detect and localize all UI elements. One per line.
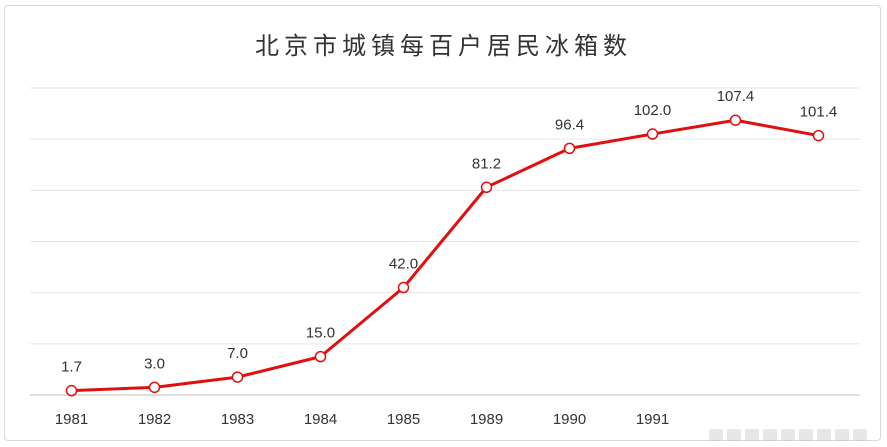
chart-title: 北京市城镇每百户居民冰箱数 [255, 32, 632, 60]
data-point [563, 142, 576, 155]
data-point [65, 384, 78, 397]
data-label: 96.4 [555, 116, 584, 133]
data-label: 15.0 [306, 325, 335, 342]
data-point [148, 381, 161, 394]
data-point [231, 371, 244, 383]
data-label: 81.2 [472, 155, 501, 172]
x-tick-labels: 1981 1982 1983 1984 1985 1989 1990 1991 [55, 411, 669, 428]
gridlines [30, 87, 860, 345]
chart-frame [4, 5, 881, 441]
data-label: 101.4 [800, 104, 838, 121]
x-tick-label: 1984 [304, 411, 337, 428]
data-label: 3.0 [144, 355, 165, 372]
x-tick-label: 1985 [387, 411, 420, 428]
series-line [71, 118, 819, 393]
data-point [480, 181, 493, 194]
data-point [397, 281, 410, 294]
data-point [729, 114, 742, 126]
data-label: 107.4 [717, 88, 755, 105]
series-polyline [71, 118, 819, 393]
data-point [812, 129, 825, 142]
data-label: 7.0 [227, 345, 248, 362]
x-tick-label: 1989 [470, 411, 503, 428]
x-tick-label: 1990 [553, 411, 586, 428]
data-label: 102.0 [634, 102, 672, 119]
x-tick-label: 1983 [221, 411, 254, 428]
data-points [65, 114, 825, 397]
watermark [709, 429, 879, 443]
data-labels: 1.7 3.0 7.0 15.0 42.0 81.2 96.4 102.0 107.4 101.4 [61, 88, 837, 375]
x-tick-label: 1981 [55, 411, 88, 428]
data-label: 1.7 [61, 359, 82, 376]
data-point [314, 350, 327, 363]
x-tick-label: 1991 [636, 411, 669, 428]
data-label: 42.0 [389, 256, 418, 273]
x-tick-label: 1982 [138, 411, 171, 428]
data-point [646, 128, 659, 140]
